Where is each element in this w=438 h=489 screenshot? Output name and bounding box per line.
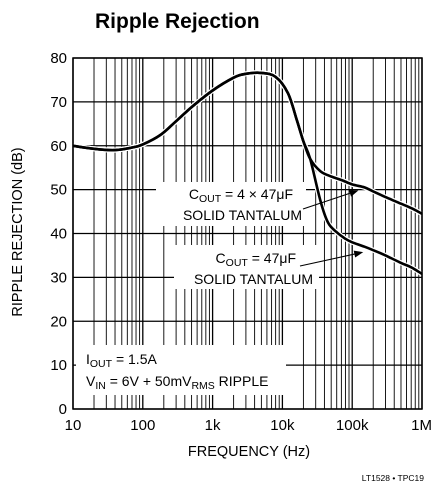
annotation-text: IOUT = 1.5A [86,351,157,370]
series-line-2 [72,71,423,276]
x-tick-label: 10 [65,417,82,434]
y-tick-label: 0 [59,401,67,418]
arrow-head [353,250,364,258]
x-tick-label: 10k [270,417,295,434]
y-axis-label: RIPPLE REJECTION (dB) [10,147,26,316]
curves [72,70,424,277]
x-tick-label: 100k [336,417,369,434]
x-tick-labels: 10 100 1k 10k 100k 1M [65,417,432,434]
x-tick-label: 1M [411,417,432,434]
annotation-text: COUT = 47μF [216,250,296,269]
chart-title: Ripple Rejection [95,10,260,33]
annotation-background [156,182,306,226]
y-tick-label: 70 [50,94,67,111]
annotation-background [174,245,319,289]
annotation-arrow [302,192,351,210]
y-tick-label: 10 [50,357,67,374]
y-tick-label: 30 [50,269,67,286]
y-tick-labels: 0 10 20 30 40 50 60 70 80 [50,50,67,418]
annotation-text: COUT = 4 × 47μF [189,186,293,205]
arrow-head [348,189,359,197]
annotation-text: VIN = 6V + 50mVRMS RIPPLE [86,373,269,392]
series-line-knockout [72,70,424,277]
x-axis-label: FREQUENCY (Hz) [188,444,310,460]
figure-id: LT1528 • TPC19 [362,473,424,483]
y-tick-label: 40 [50,226,67,243]
y-tick-label: 80 [50,50,67,67]
y-tick-label: 60 [50,138,67,155]
y-tick-label: 20 [50,313,67,330]
annotation-text: SOLID TANTALUM [194,271,313,287]
plot-frame [72,57,423,410]
annotation-background [76,345,286,395]
x-tick-label: 100 [130,417,155,434]
annotations: COUT = 4 × 47μF SOLID TANTALUM COUT = 47μF… [76,182,364,395]
y-tick-label: 50 [50,182,67,199]
x-tick-label: 1k [205,417,221,434]
annotation-text: SOLID TANTALUM [183,207,302,223]
annotation-arrow [299,253,355,267]
